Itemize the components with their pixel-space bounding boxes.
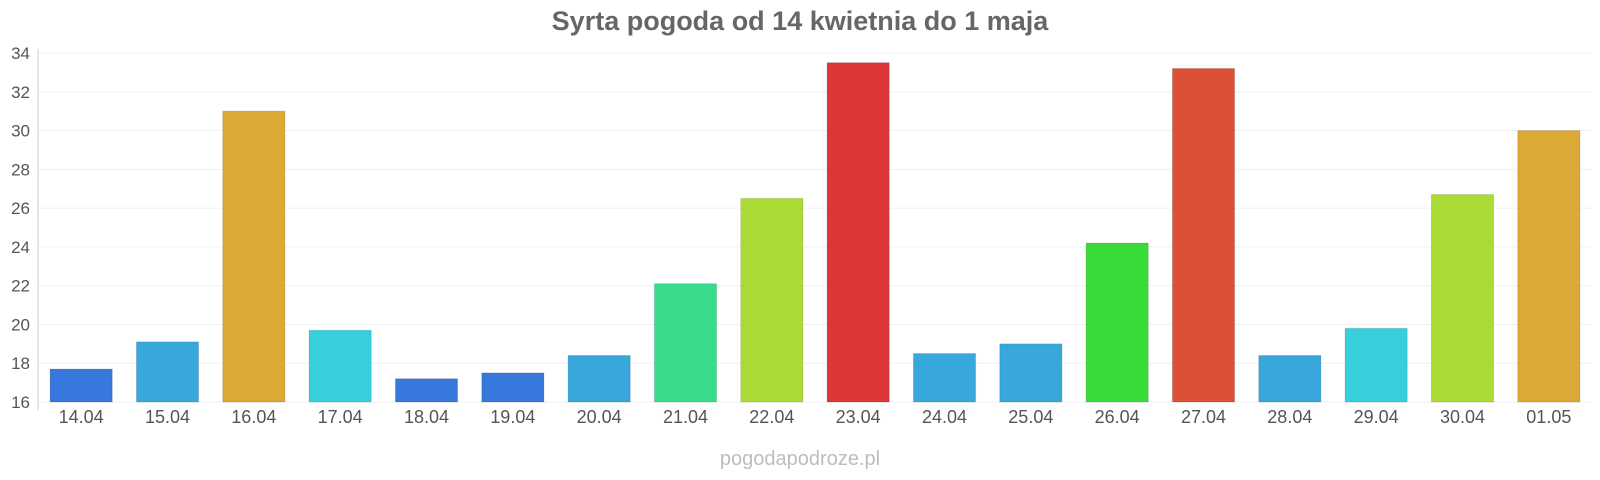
y-tick-label: 24 [11, 238, 30, 257]
bar-17.04[interactable] [308, 329, 372, 403]
y-tick-label: 34 [11, 44, 30, 63]
x-tick-label: 20.04 [577, 407, 622, 427]
x-tick-label: 14.04 [59, 407, 104, 427]
x-tick-label: 27.04 [1181, 407, 1226, 427]
bar-14.04[interactable] [49, 368, 113, 403]
x-axis: 14.04 15.04 16.04 17.04 18.04 19.04 20.04 21.04… [59, 407, 1572, 427]
x-tick-label: 28.04 [1267, 407, 1312, 427]
y-tick-label: 18 [11, 354, 30, 373]
x-tick-label: 26.04 [1095, 407, 1140, 427]
x-tick-label: 01.05 [1526, 407, 1571, 427]
y-tick-label: 22 [11, 277, 30, 296]
bar-26.04[interactable] [1085, 242, 1149, 403]
y-tick-label: 20 [11, 315, 30, 334]
x-tick-label: 30.04 [1440, 407, 1485, 427]
bar-27.04[interactable] [1171, 68, 1236, 403]
bar-22.04[interactable] [740, 197, 804, 403]
x-tick-label: 16.04 [231, 407, 276, 427]
x-tick-label: 15.04 [145, 407, 190, 427]
x-tick-label: 24.04 [922, 407, 967, 427]
x-tick-label: 19.04 [490, 407, 535, 427]
x-tick-label: 18.04 [404, 407, 449, 427]
bars [49, 62, 1581, 403]
y-tick-label: 16 [11, 393, 30, 412]
source-watermark: pogodapodroze.pl [719, 448, 881, 470]
y-tick-label: 26 [11, 199, 30, 218]
bar-18.04[interactable] [394, 378, 459, 403]
bar-29.04[interactable] [1344, 327, 1408, 403]
x-tick-label: 23.04 [836, 407, 881, 427]
y-axis: 16 18 20 22 24 26 28 30 32 34 [11, 44, 39, 412]
bar-19.04[interactable] [481, 372, 545, 403]
y-tick-label: 30 [11, 122, 30, 141]
chart-title: Syrta pogoda od 14 kwietnia do 1 maja [551, 6, 1049, 36]
y-tick-label: 28 [11, 160, 30, 179]
x-tick-label: 29.04 [1354, 407, 1399, 427]
x-tick-label: 17.04 [318, 407, 363, 427]
bar-21.04[interactable] [653, 283, 718, 403]
bar-28.04[interactable] [1258, 354, 1322, 403]
bar-01.05[interactable] [1517, 130, 1581, 403]
bar-24.04[interactable] [912, 353, 977, 403]
grid-lines [38, 52, 1592, 403]
bar-16.04[interactable] [222, 110, 286, 403]
x-tick-label: 21.04 [663, 407, 708, 427]
bar-30.04[interactable] [1430, 194, 1495, 403]
x-tick-label: 22.04 [749, 407, 794, 427]
bar-23.04[interactable] [826, 62, 890, 403]
bar-25.04[interactable] [999, 343, 1063, 403]
y-tick-label: 32 [11, 83, 30, 102]
bar-20.04[interactable] [567, 354, 631, 403]
x-tick-label: 25.04 [1008, 407, 1053, 427]
bar-15.04[interactable] [135, 341, 200, 403]
